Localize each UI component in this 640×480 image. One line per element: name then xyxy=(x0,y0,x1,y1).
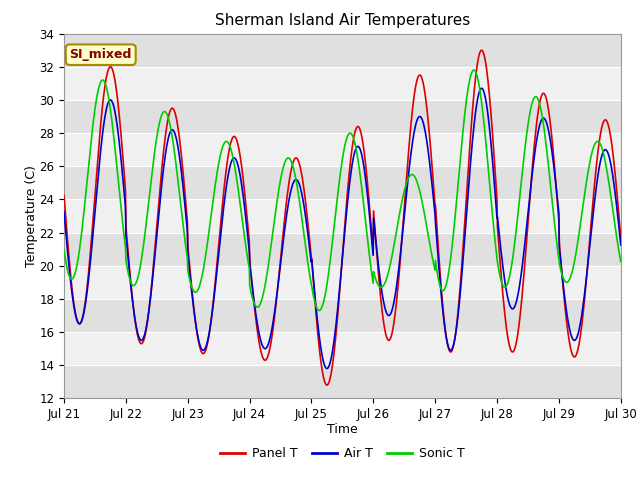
Bar xyxy=(64,133,621,166)
Bar xyxy=(64,266,621,299)
Bar xyxy=(64,233,621,266)
Text: SI_mixed: SI_mixed xyxy=(70,48,132,61)
Bar xyxy=(64,365,621,398)
Y-axis label: Temperature (C): Temperature (C) xyxy=(25,165,38,267)
Title: Sherman Island Air Temperatures: Sherman Island Air Temperatures xyxy=(215,13,470,28)
Bar xyxy=(64,166,621,199)
Bar xyxy=(64,67,621,100)
Bar xyxy=(64,199,621,233)
Bar xyxy=(64,34,621,67)
Legend: Panel T, Air T, Sonic T: Panel T, Air T, Sonic T xyxy=(216,442,469,465)
Bar xyxy=(64,100,621,133)
Bar xyxy=(64,299,621,332)
X-axis label: Time: Time xyxy=(327,422,358,435)
Bar xyxy=(64,332,621,365)
